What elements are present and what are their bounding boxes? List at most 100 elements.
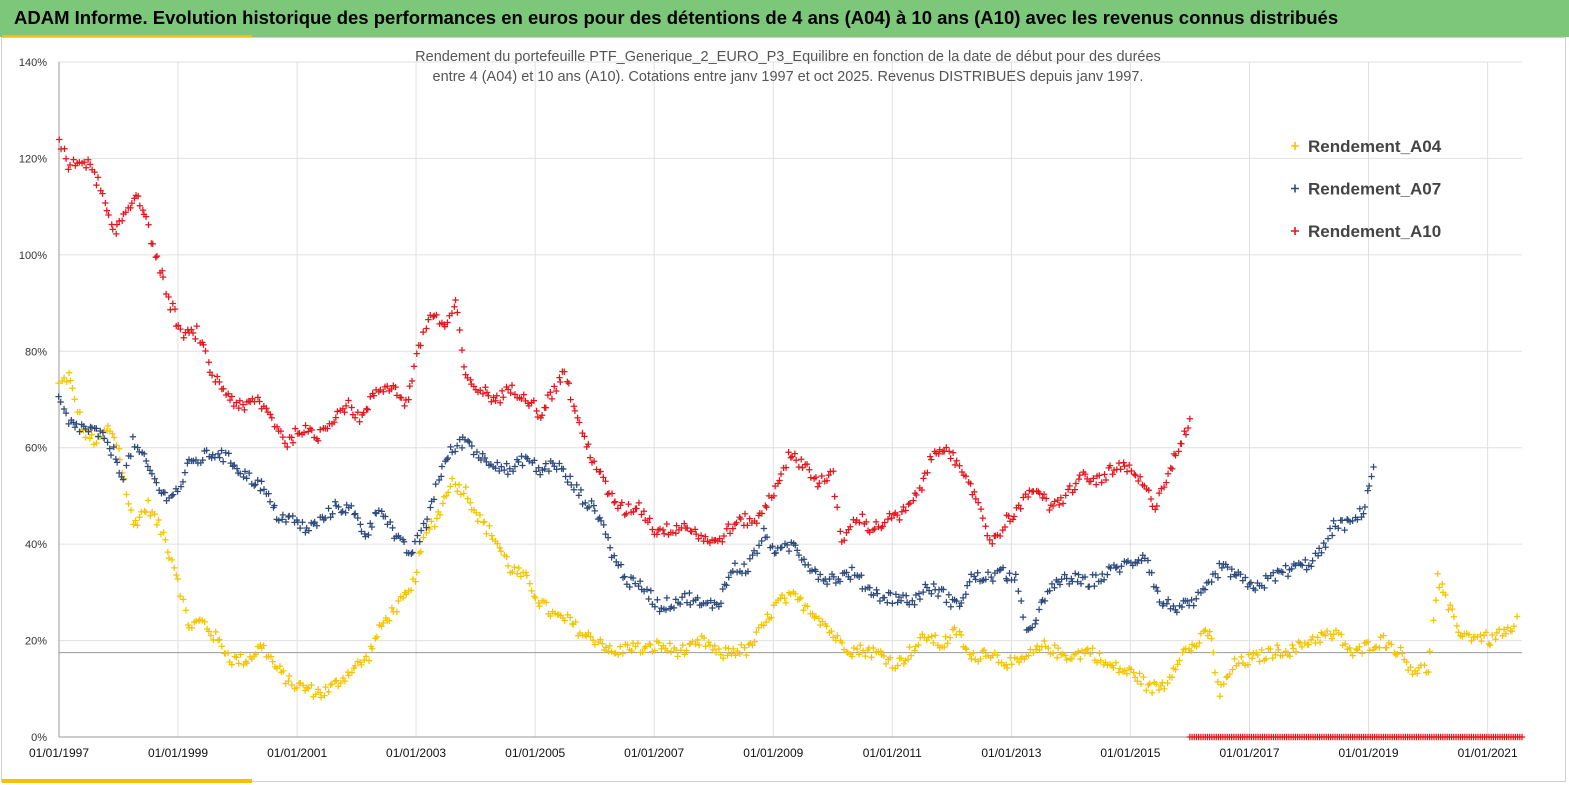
data-marker xyxy=(800,556,808,563)
data-marker xyxy=(337,679,344,687)
data-marker xyxy=(1208,635,1215,642)
data-marker xyxy=(1302,556,1309,564)
data-marker xyxy=(509,468,517,475)
data-marker xyxy=(972,576,979,583)
data-marker xyxy=(1120,459,1127,466)
data-marker xyxy=(171,305,179,313)
data-marker xyxy=(1335,524,1342,532)
data-marker xyxy=(1218,564,1226,572)
data-marker xyxy=(796,595,803,603)
data-marker xyxy=(702,533,709,540)
data-marker xyxy=(181,469,189,476)
data-marker xyxy=(774,480,782,487)
data-marker xyxy=(782,599,790,606)
data-marker xyxy=(772,549,780,557)
data-marker xyxy=(556,374,563,381)
data-marker xyxy=(1179,649,1186,656)
data-marker xyxy=(492,397,499,404)
data-marker xyxy=(500,394,507,401)
data-marker xyxy=(1184,424,1192,432)
data-marker xyxy=(728,650,735,657)
x-tick-label: 01/01/2017 xyxy=(1219,746,1279,760)
data-marker xyxy=(409,549,416,556)
data-marker xyxy=(1376,644,1383,651)
data-marker xyxy=(233,654,240,661)
data-marker xyxy=(1054,496,1061,504)
data-marker xyxy=(677,647,685,654)
data-marker xyxy=(1216,692,1224,700)
data-marker xyxy=(785,449,792,456)
data-marker xyxy=(236,397,244,405)
data-marker xyxy=(101,435,108,442)
data-marker xyxy=(894,662,901,669)
data-marker xyxy=(744,568,752,575)
data-marker xyxy=(91,168,98,176)
data-marker xyxy=(1046,587,1053,595)
data-marker xyxy=(977,505,985,513)
data-marker xyxy=(113,221,121,228)
data-marker xyxy=(102,199,109,207)
data-marker xyxy=(334,408,341,415)
data-marker xyxy=(886,654,894,661)
data-marker xyxy=(541,465,548,473)
data-marker xyxy=(62,409,70,417)
data-marker xyxy=(281,440,289,447)
data-marker xyxy=(1062,492,1069,499)
data-marker xyxy=(588,497,595,505)
data-marker xyxy=(327,514,334,521)
data-marker xyxy=(515,564,523,572)
data-marker xyxy=(825,471,832,479)
data-marker xyxy=(958,631,965,639)
data-marker xyxy=(760,622,767,629)
data-marker xyxy=(823,580,831,588)
data-marker xyxy=(783,541,791,549)
data-marker xyxy=(1342,640,1349,648)
data-marker xyxy=(55,393,62,400)
data-marker xyxy=(119,476,127,483)
data-marker xyxy=(482,384,489,391)
data-marker xyxy=(321,692,328,699)
data-marker xyxy=(69,385,76,392)
data-marker xyxy=(720,532,728,540)
data-marker xyxy=(726,530,734,537)
data-marker xyxy=(1346,644,1353,652)
data-marker xyxy=(265,490,272,497)
data-marker xyxy=(56,136,63,143)
data-marker xyxy=(1499,632,1506,639)
data-marker xyxy=(433,515,441,522)
data-marker xyxy=(80,158,88,166)
data-marker xyxy=(123,462,130,469)
data-marker xyxy=(1425,668,1432,676)
data-marker xyxy=(1292,562,1299,569)
data-marker xyxy=(1081,650,1089,657)
data-marker xyxy=(122,209,129,216)
data-marker xyxy=(1338,631,1345,638)
chart-frame xyxy=(1,37,1566,782)
data-marker xyxy=(228,661,236,668)
data-marker xyxy=(1097,657,1104,664)
data-marker xyxy=(1116,568,1123,576)
data-marker xyxy=(640,508,648,515)
data-marker xyxy=(1145,681,1152,689)
data-marker xyxy=(413,569,420,576)
data-marker xyxy=(127,453,134,460)
data-marker xyxy=(345,672,352,679)
data-marker xyxy=(305,685,312,692)
data-marker xyxy=(317,694,325,701)
data-marker xyxy=(1196,639,1203,647)
data-marker xyxy=(1270,569,1277,576)
data-marker xyxy=(237,651,244,658)
data-marker xyxy=(535,464,542,471)
data-marker xyxy=(339,405,347,412)
data-marker xyxy=(928,633,935,640)
data-marker xyxy=(461,436,469,443)
data-marker xyxy=(364,406,371,413)
data-marker xyxy=(403,591,410,598)
data-marker xyxy=(962,591,970,598)
data-marker xyxy=(567,396,574,403)
data-marker xyxy=(1328,635,1336,642)
data-marker xyxy=(565,380,572,387)
data-marker xyxy=(900,660,908,668)
data-marker xyxy=(168,556,176,564)
data-marker xyxy=(837,528,844,535)
